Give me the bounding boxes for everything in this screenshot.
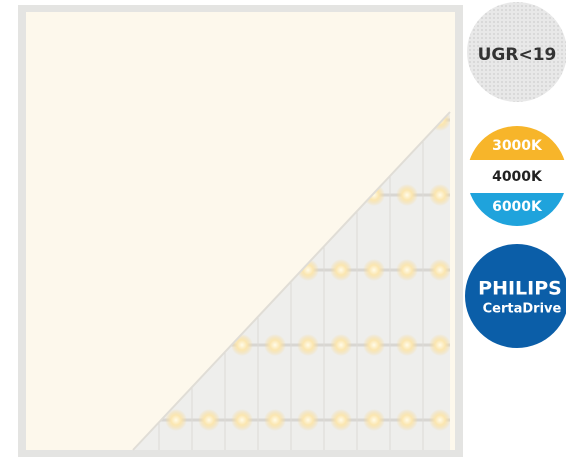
product-image: UGR<19 3000K 4000K 6000K PHILIPS CertaDr… — [0, 0, 566, 465]
driver-label: CertaDrive — [483, 302, 562, 317]
ugr-label: UGR<19 — [478, 45, 557, 65]
page: UGR<19 3000K 4000K 6000K PHILIPS CertaDr… — [0, 0, 566, 465]
cct-3000: 3000K — [492, 138, 543, 154]
cct-6000: 6000K — [492, 199, 543, 215]
brand-label: PHILIPS — [478, 278, 562, 300]
cct-4000: 4000K — [492, 169, 543, 185]
